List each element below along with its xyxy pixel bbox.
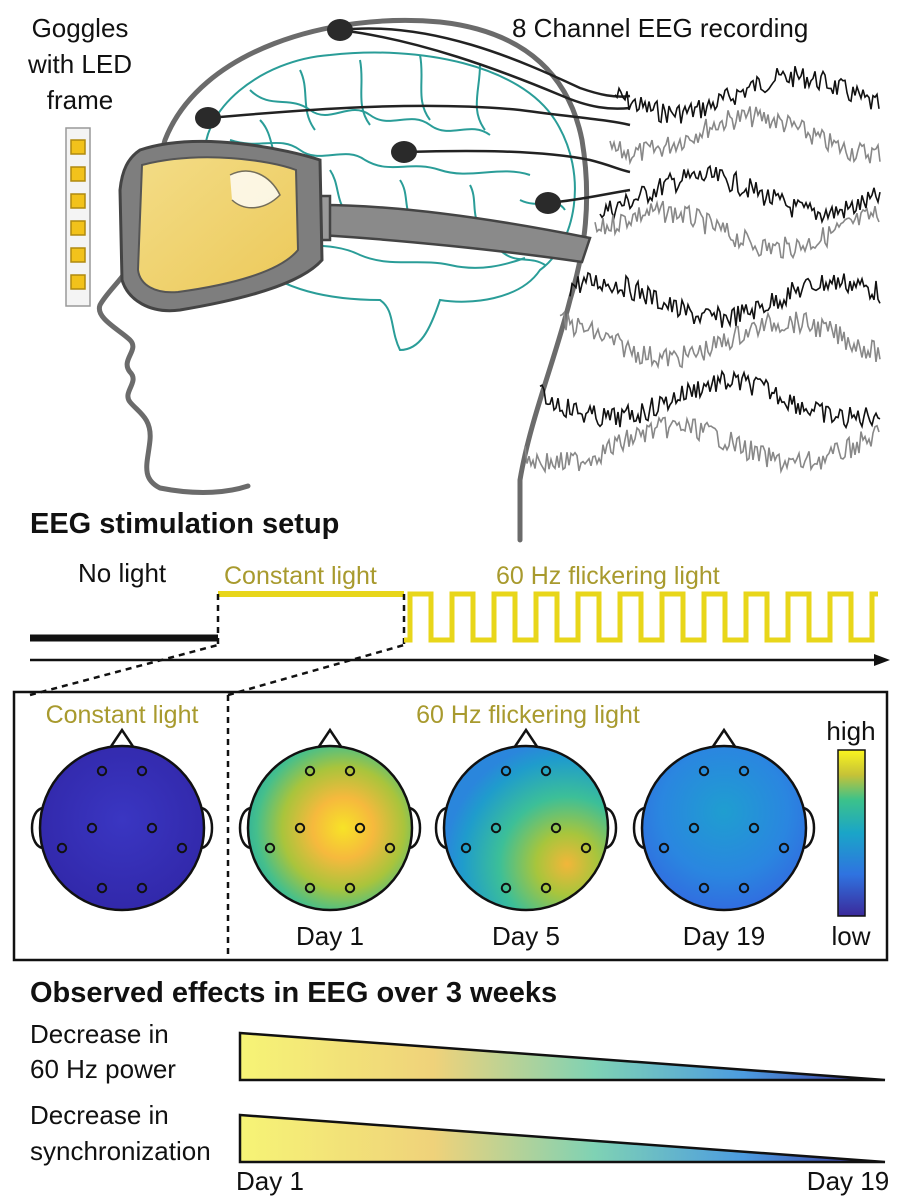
electrode-site: [688, 822, 700, 834]
electrode-site: [304, 882, 316, 894]
electrode-site: [698, 882, 710, 894]
electrode-site: [490, 822, 502, 834]
effect-row-label: Decrease in: [30, 1019, 169, 1049]
no-light-label: No light: [78, 558, 167, 588]
electrode-site: [136, 882, 148, 894]
zoom-dash-left: [29, 643, 219, 697]
eeg-recording-label: 8 Channel EEG recording: [512, 13, 808, 43]
effect-row-label: Decrease in: [30, 1100, 169, 1130]
electrode-site: [146, 822, 158, 834]
topomap-head: [632, 727, 816, 912]
led-square: [70, 139, 86, 155]
topomap-panel: [12, 690, 889, 962]
effects-title: Observed effects in EEG over 3 weeks: [30, 977, 557, 1009]
colorbar-high-label: high: [826, 716, 875, 746]
scalp-map: [640, 744, 808, 912]
eye-sketch: [229, 170, 281, 209]
electrode-site: [540, 882, 552, 894]
led-square: [70, 166, 86, 182]
electrode-site: [384, 842, 396, 854]
decrease-wedge-sync: [238, 1113, 886, 1164]
electrode-site: [176, 842, 188, 854]
topomap-head: [30, 727, 214, 912]
scalp-map: [442, 744, 610, 912]
electrode-site: [354, 822, 366, 834]
electrode-site: [778, 842, 790, 854]
goggles-illustration: [118, 139, 592, 313]
eeg-trace: [614, 66, 880, 124]
topomap-head: [434, 727, 618, 912]
effect-row-label: synchronization: [30, 1136, 211, 1166]
electrode-site: [500, 882, 512, 894]
led-square: [70, 193, 86, 209]
electrode-site: [698, 765, 710, 777]
electrode-site: [738, 882, 750, 894]
day-label: Day 5: [492, 921, 560, 951]
electrode: [327, 19, 353, 41]
effect-row-label: 60 Hz power: [30, 1054, 176, 1084]
topo-constant-label: Constant light: [46, 701, 199, 729]
electrode-site: [304, 765, 316, 777]
electrode-site: [96, 882, 108, 894]
timeline-end-label: Day 19: [807, 1166, 889, 1196]
goggles-label-line: with LED: [27, 49, 132, 79]
electrode-site: [136, 765, 148, 777]
electrode-site: [748, 822, 760, 834]
timeline-start-label: Day 1: [236, 1166, 304, 1196]
time-axis-arrow: [30, 654, 890, 666]
electrode-site: [344, 765, 356, 777]
goggles-label-line: Goggles: [32, 13, 129, 43]
eeg-trace: [609, 106, 881, 166]
flicker-square-wave: [404, 591, 878, 643]
zoom-dash-right: [227, 643, 405, 697]
scalp-map: [246, 744, 414, 912]
electrode-site: [500, 765, 512, 777]
electrode-site: [56, 842, 68, 854]
eeg-trace: [599, 164, 881, 225]
led-square: [70, 247, 86, 263]
electrode-site: [460, 842, 472, 854]
electrode-site: [294, 822, 306, 834]
eeg-traces: [524, 66, 881, 475]
goggles-label-line: frame: [47, 85, 113, 115]
electrodes: [195, 19, 561, 214]
day-label: Day 1: [296, 921, 364, 951]
decrease-wedge-power: [238, 1031, 886, 1082]
electrode: [195, 107, 221, 129]
electrode-site: [264, 842, 276, 854]
flicker-light-label: 60 Hz flickering light: [496, 562, 720, 590]
eeg-trace: [539, 369, 881, 430]
day-label: Day 19: [683, 921, 765, 951]
electrode-site: [738, 765, 750, 777]
electrode-site: [86, 822, 98, 834]
topo-flicker-label: 60 Hz flickering light: [416, 701, 640, 729]
scalp-map: [38, 744, 206, 912]
electrode: [391, 141, 417, 163]
electrode-site: [344, 882, 356, 894]
constant-light-label: Constant light: [224, 562, 377, 590]
electrode-site: [580, 842, 592, 854]
eeg-trace: [594, 199, 880, 260]
electrode: [535, 192, 561, 214]
eeg-trace: [569, 271, 881, 329]
goggle-strap: [318, 203, 592, 264]
colorbar: [837, 749, 866, 917]
led-square: [70, 220, 86, 236]
topomap-head: [238, 727, 422, 912]
electrode-site: [658, 842, 670, 854]
eeg-trace: [524, 415, 880, 475]
electrode-site: [96, 765, 108, 777]
led-frame-strip: [65, 127, 91, 307]
electrode-site: [540, 765, 552, 777]
eeg-trace: [559, 310, 881, 370]
electrode-wires: [207, 27, 631, 205]
led-square: [70, 274, 86, 290]
electrode-site: [550, 822, 562, 834]
setup-title: EEG stimulation setup: [30, 508, 339, 540]
colorbar-low-label: low: [831, 921, 870, 951]
